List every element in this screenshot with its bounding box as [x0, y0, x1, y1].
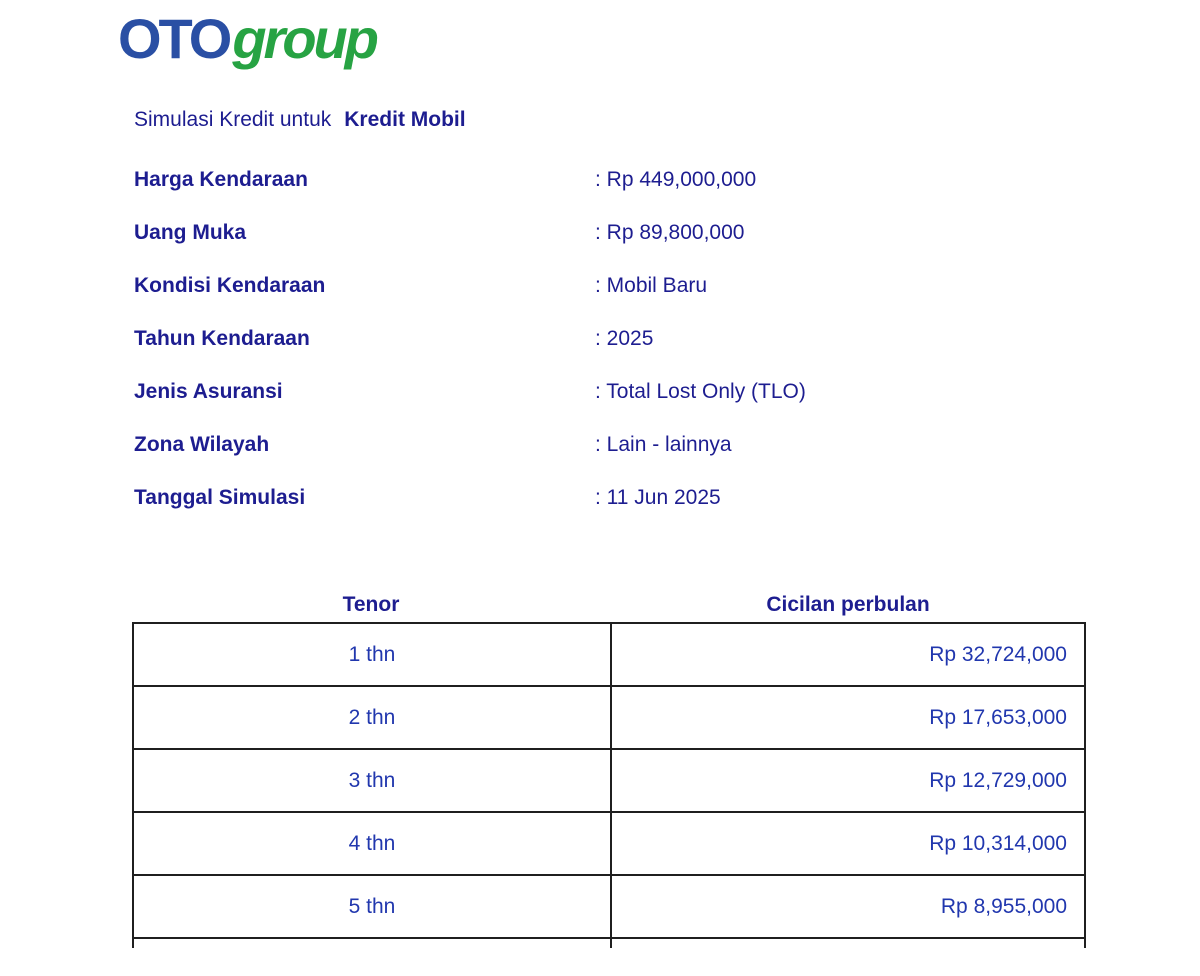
tenor-cell: 3 thn [134, 750, 612, 811]
detail-value: : 2025 [595, 327, 654, 350]
tenor-cell: 1 thn [134, 624, 612, 685]
table-header-cicilan: Cicilan perbulan [766, 593, 930, 616]
table-cutoff-row-stub [132, 939, 1086, 948]
tenor-cell: 5 thn [134, 876, 612, 937]
detail-value: : Total Lost Only (TLO) [595, 380, 806, 403]
detail-row-tahun-kendaraan: Tahun Kendaraan : 2025 [134, 328, 806, 349]
table-row: 1 thn Rp 32,724,000 [134, 624, 1084, 687]
detail-label: Jenis Asuransi [134, 380, 283, 403]
title-prefix: Simulasi Kredit untuk [134, 108, 332, 131]
table-row: 3 thn Rp 12,729,000 [134, 750, 1084, 813]
cicilan-cell: Rp 8,955,000 [940, 894, 1067, 918]
cicilan-cell: Rp 12,729,000 [929, 768, 1067, 792]
table-row: 5 thn Rp 8,955,000 [134, 876, 1084, 937]
detail-label: Kondisi Kendaraan [134, 274, 326, 297]
table-row: 2 thn Rp 17,653,000 [134, 687, 1084, 750]
otogroup-logo: OTOgroup [118, 7, 379, 70]
details-list: Harga Kendaraan : Rp 449,000,000 Uang Mu… [134, 169, 806, 540]
detail-row-uang-muka: Uang Muka : Rp 89,800,000 [134, 222, 806, 243]
detail-label: Uang Muka [134, 221, 247, 244]
cicilan-cell: Rp 32,724,000 [929, 642, 1067, 666]
logo-group-text: group [232, 7, 379, 70]
tenor-cell: 2 thn [134, 687, 612, 748]
cicilan-cell: Rp 10,314,000 [929, 831, 1067, 855]
detail-label: Tahun Kendaraan [134, 327, 310, 350]
detail-value: : 11 Jun 2025 [595, 486, 721, 509]
detail-value: : Lain - lainnya [595, 433, 732, 456]
table-header-tenor: Tenor [342, 593, 400, 616]
detail-row-zona-wilayah: Zona Wilayah : Lain - lainnya [134, 434, 806, 455]
table-row: 4 thn Rp 10,314,000 [134, 813, 1084, 876]
logo-oto-text: OTO [118, 7, 232, 70]
cicilan-cell: Rp 17,653,000 [929, 705, 1067, 729]
detail-label: Tanggal Simulasi [134, 486, 306, 509]
title-product: Kredit Mobil [344, 108, 466, 131]
table-column-headers: Tenor Cicilan perbulan [132, 593, 1086, 617]
document-title: Simulasi Kredit untuk Kredit Mobil [134, 108, 466, 132]
detail-row-harga-kendaraan: Harga Kendaraan : Rp 449,000,000 [134, 169, 806, 190]
detail-row-kondisi-kendaraan: Kondisi Kendaraan : Mobil Baru [134, 275, 806, 296]
detail-value: : Rp 89,800,000 [595, 221, 745, 244]
tenor-cell: 4 thn [134, 813, 612, 874]
table-column-divider [610, 939, 612, 948]
detail-row-jenis-asuransi: Jenis Asuransi : Total Lost Only (TLO) [134, 381, 806, 402]
installment-table: 1 thn Rp 32,724,000 2 thn Rp 17,653,000 … [132, 622, 1086, 939]
detail-value: : Mobil Baru [595, 274, 708, 297]
detail-value: : Rp 449,000,000 [595, 168, 757, 191]
detail-label: Harga Kendaraan [134, 168, 308, 191]
detail-label: Zona Wilayah [134, 433, 270, 456]
detail-row-tanggal-simulasi: Tanggal Simulasi : 11 Jun 2025 [134, 487, 806, 508]
